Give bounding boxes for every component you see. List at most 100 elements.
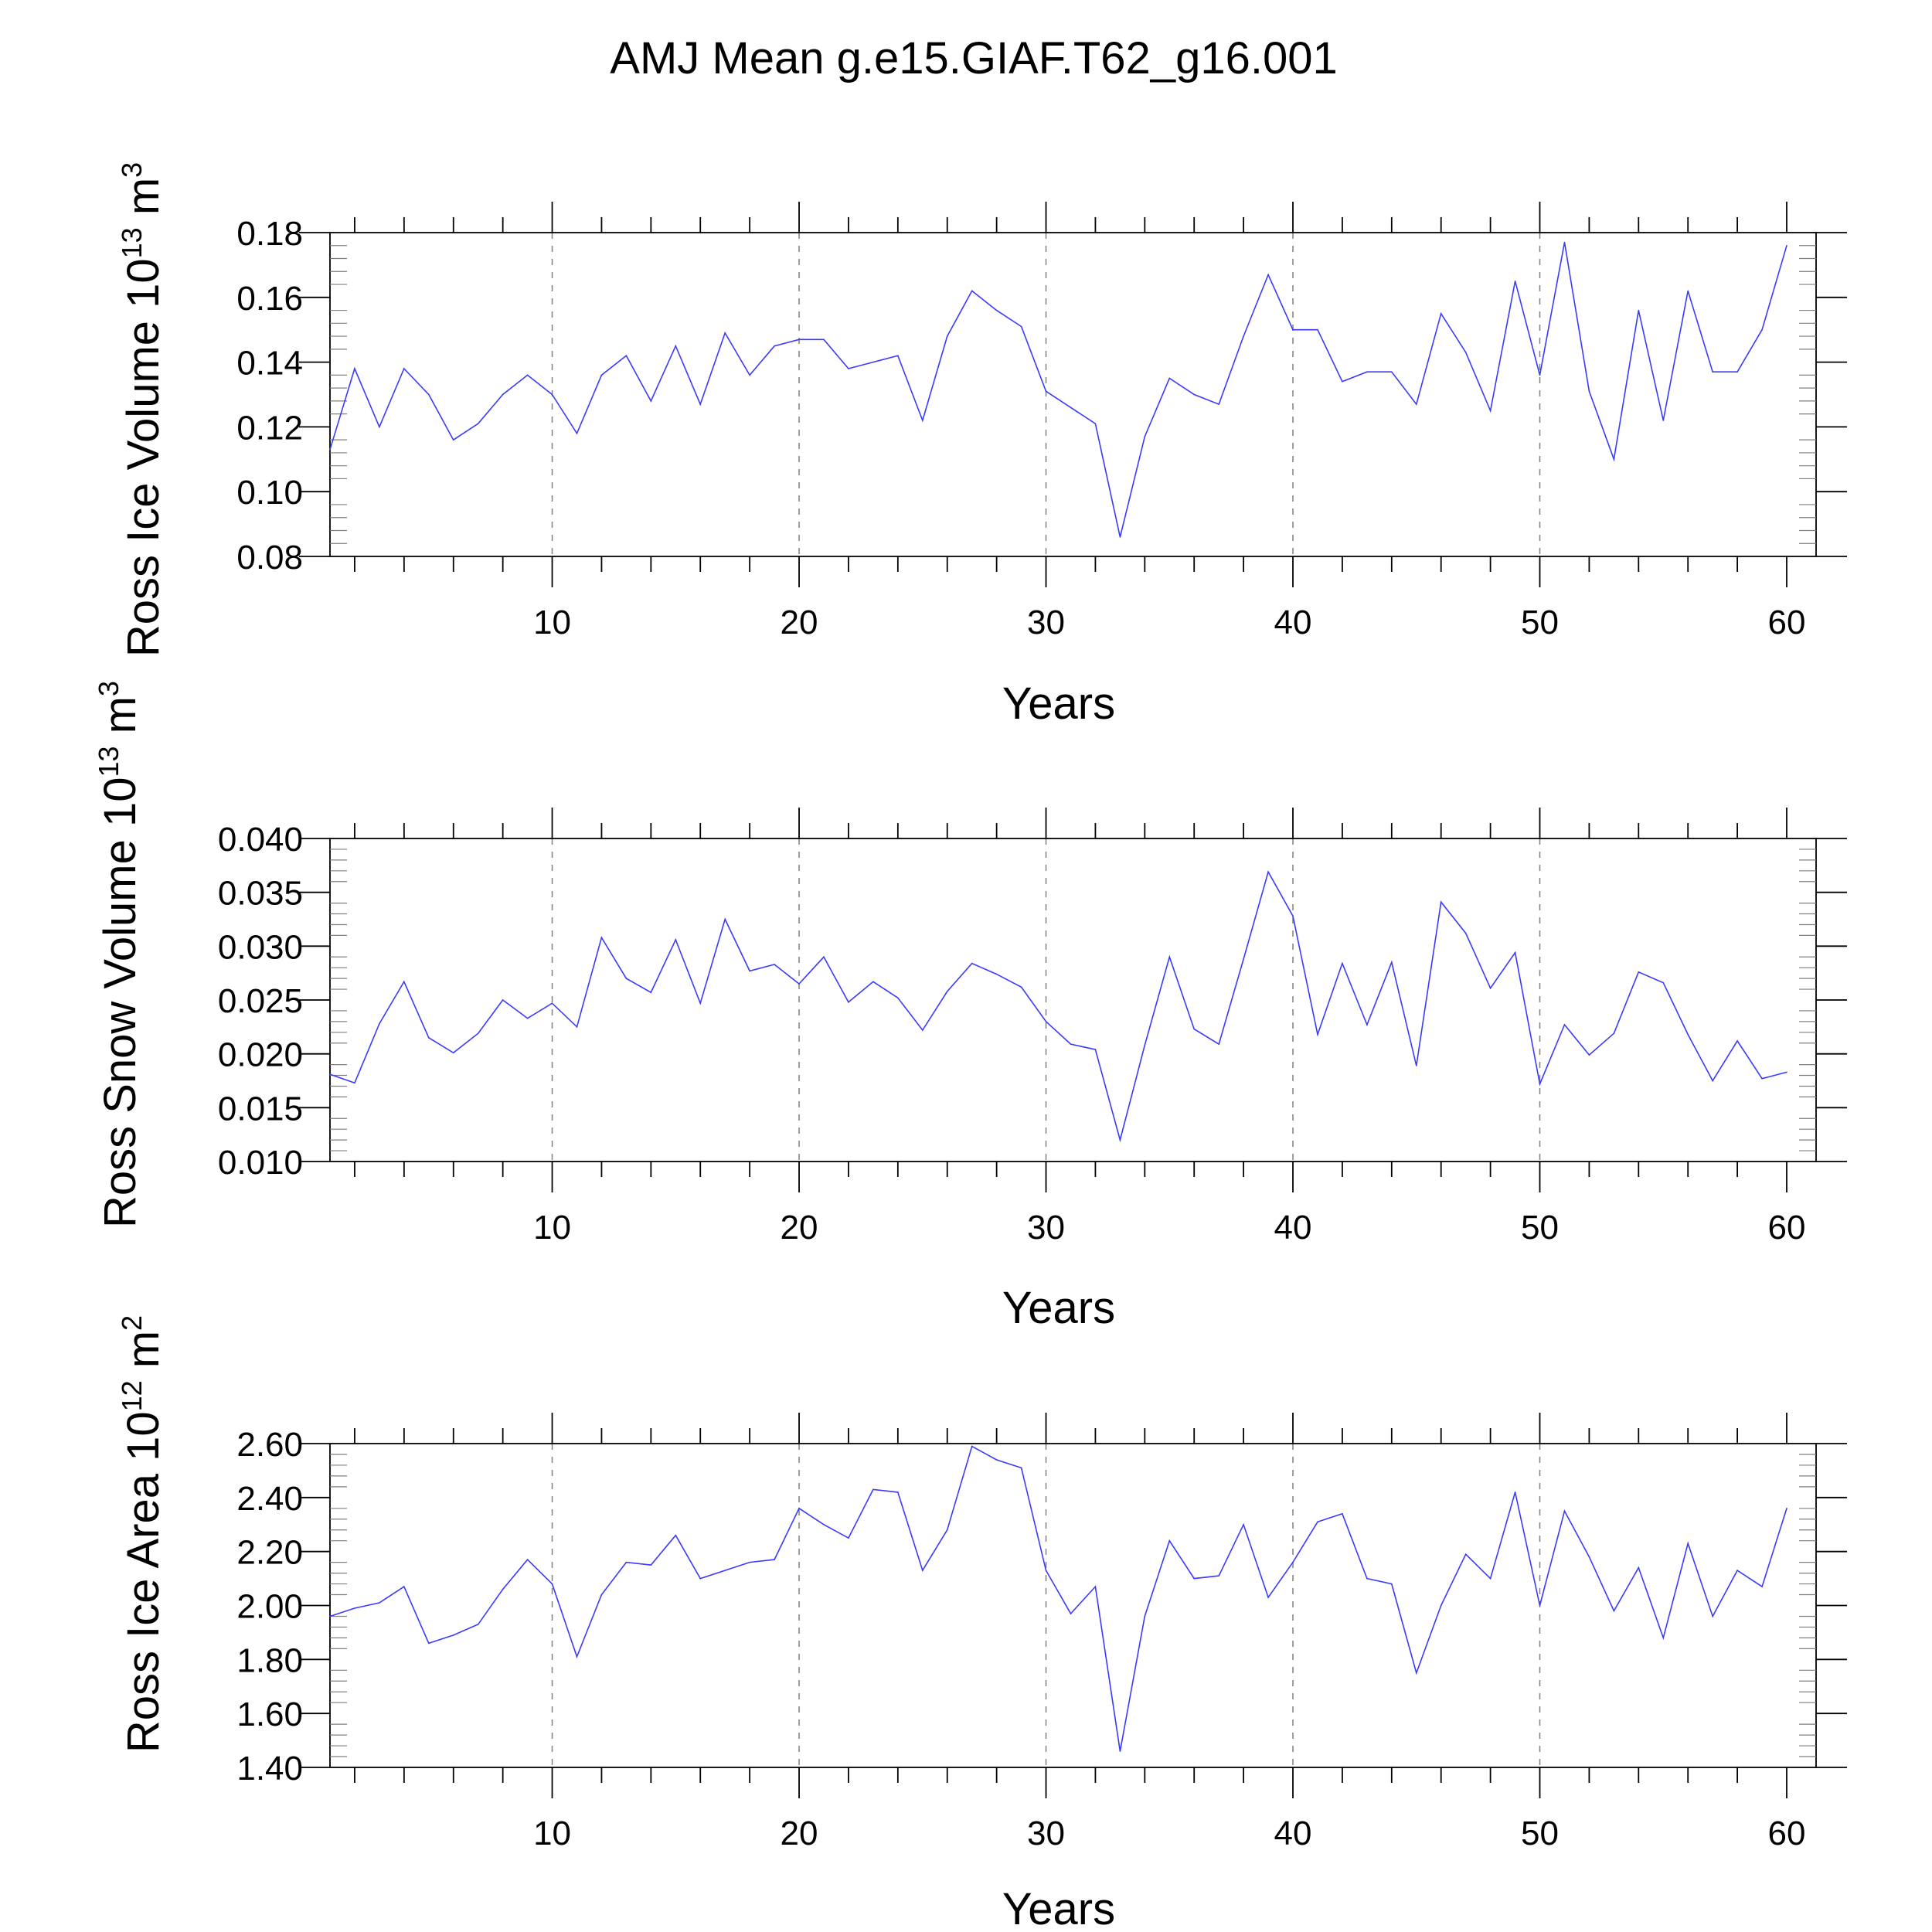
panel-snow-volume-data-point [1440,901,1442,903]
panel-ice-area-data-point [1563,1510,1566,1512]
panel-ice-volume-data-point [946,335,948,337]
panel-ice-volume-data-point [502,393,504,396]
panel-snow-volume-data-point [1687,1033,1689,1036]
panel-ice-area-data-point [1539,1604,1541,1607]
panel-ice-area-data-point [650,1564,652,1566]
panel-ice-area-data-point [946,1529,948,1531]
panel-ice-volume-data-point [1415,403,1417,405]
panel-snow-volume-data-point [1563,1024,1566,1026]
panel-snow-volume-data-point [1119,1139,1121,1141]
panel-snow-volume-data-point [625,978,628,979]
panel-ice-volume-data-point [526,374,529,376]
panel-ice-volume-xtick-label: 50 [1521,604,1559,641]
panel-snow-volume-data-point [1588,1054,1590,1056]
panel-ice-volume-data-point [452,439,454,440]
panel-snow-volume-data-point [724,918,726,920]
panel-ice-volume-xtick-label: 40 [1274,604,1312,641]
panel-ice-area-data-point [1144,1615,1146,1617]
panel-snow-volume-data-point [1391,961,1393,964]
panel-ice-area-data-point [1020,1467,1022,1469]
panel-snow-volume-data-point [576,1026,578,1028]
panel-ice-volume-data-point [551,393,553,396]
panel-ice-volume-data-point [1638,309,1640,311]
panel-ice-area-ytick-label: 2.20 [236,1534,303,1572]
panel-ice-area-data-point [354,1607,355,1609]
panel-ice-area-data-point [526,1559,529,1560]
panel-ice-volume-data-point [872,361,874,363]
panel-snow-volume-data-point [897,997,899,999]
panel-ice-area-data-point [1342,1512,1343,1515]
panel-ice-area-ylabel: Ross Ice Area 1012 m2 [116,1315,168,1753]
panel-snow-volume-data-point [1267,871,1269,872]
panel-ice-volume: 10 20 30 40 50 60 0.08 0.10 0.12 0.14 0.16 0.18 Ros… [116,162,1847,729]
panel-ice-area-data-point [872,1488,874,1491]
panel-snow-volume-data-point [551,1002,553,1004]
panel-snow-volume-data-point [1020,986,1022,988]
panel-ice-volume-data-point [1539,374,1541,376]
panel-ice-volume-data-point [749,374,750,376]
panel-snow-volume-data-point [1144,1044,1146,1046]
panel-ice-area-data-point [1588,1556,1590,1558]
panel-snow-volume-data-point [379,1022,380,1025]
panel-ice-volume-data-point [1267,274,1269,276]
panel-ice-area-data-point [1070,1613,1072,1614]
panel-ice-volume-data-point [1588,390,1590,393]
panel-ice-area-ytick-label: 2.60 [236,1426,303,1464]
panel-snow-volume-data-point [1168,956,1171,958]
panel-ice-area-ytick-label: 1.40 [236,1750,303,1787]
panel-ice-volume-data-point [1391,371,1393,372]
panel-snow-volume-data-point [1489,987,1492,989]
panel-ice-area-data-point [1094,1586,1097,1587]
panel-snow-volume-data-point [1193,1028,1196,1030]
panel-snow-volume-data-point [699,1002,702,1004]
panel-snow-volume-data-point [1539,1083,1541,1085]
panel-snow-volume-data-point [1736,1040,1738,1042]
panel-snow-volume: 10 20 30 40 50 60 0.010 0.015 0.020 0.025 0.030 0.0… [93,681,1847,1333]
panel-ice-volume-data-point [1563,241,1566,243]
panel-ice-volume-data-point [1786,244,1787,247]
panel-ice-area-data-point [897,1492,899,1493]
panel-ice-volume-data-point [1662,420,1665,421]
panel-ice-volume-plot: 10 20 30 40 50 60 0.08 0.10 0.12 0.14 0.16 0.18 [236,202,1847,641]
panel-ice-area: 10 20 30 40 50 60 1.40 1.60 1.80 2.00 2.20 2.40 2.60… [116,1315,1847,1932]
panel-ice-area-data-point [1761,1586,1763,1587]
panel-snow-volume-data-point [848,1001,849,1003]
panel-ice-volume-xtick-label: 20 [781,604,818,641]
panel-ice-volume-data-point [921,420,923,421]
panel-snow-volume-data-point [1070,1043,1072,1045]
panel-ice-area-data-point [798,1508,800,1509]
panel-ice-volume-data-point [1094,423,1097,425]
panel-ice-volume-data-point [675,345,677,347]
panel-snow-volume-data-point [823,956,825,958]
panel-ice-volume-data-point [379,426,380,428]
panel-ice-volume-data-point [1489,410,1492,412]
panel-snow-volume-data-point [1613,1032,1615,1034]
panel-snow-volume-xtick-label: 30 [1027,1209,1065,1247]
panel-snow-volume-data-point [995,973,998,975]
panel-snow-volume-ytick-label: 0.035 [218,875,303,913]
panel-ice-volume-data-point [1119,536,1121,538]
panel-ice-area-data-point [971,1445,973,1447]
panel-ice-area-data-point [1464,1553,1467,1555]
panel-ice-area-data-point [1786,1508,1787,1509]
panel-snow-volume-xtick-label: 20 [781,1209,818,1247]
panel-ice-area-data-point [625,1561,628,1563]
panel-ice-area-xtick-label: 10 [533,1815,571,1852]
panel-snow-volume-data-point [946,991,948,992]
panel-ice-area-xlabel: Years [1002,1884,1115,1932]
panel-ice-volume-data-point [897,355,899,357]
panel-snow-volume-data-point [452,1052,454,1054]
panel-ice-area-data-point [1440,1604,1442,1607]
panel-ice-volume-ytick-label: 0.10 [236,474,303,512]
panel-ice-volume-data-point [724,332,726,334]
panel-snow-volume-xtick-label: 10 [533,1209,571,1247]
panel-snow-volume-data-point [749,970,750,972]
panel-ice-volume-xtick-label: 10 [533,604,571,641]
panel-ice-area-data-point [1366,1577,1368,1580]
panel-snow-volume-data-point [1218,1043,1219,1045]
panel-ice-volume-data-point [1243,335,1244,337]
panel-ice-area-data-point [1662,1637,1665,1639]
panel-snow-volume-data-point [921,1029,923,1031]
panel-ice-area-data-point [600,1594,603,1596]
